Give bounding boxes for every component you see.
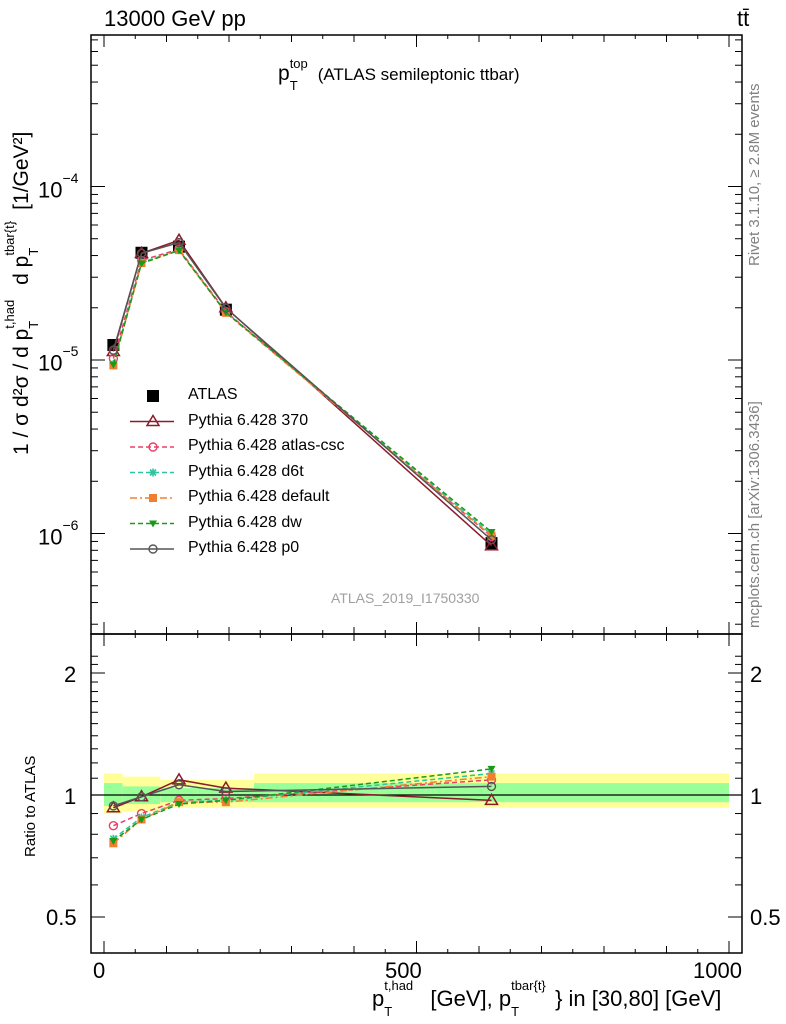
legend-marker <box>147 390 159 402</box>
data-point-5 <box>487 529 496 537</box>
x-axis-label-main: p <box>372 986 385 1011</box>
ratio-point-0 <box>484 792 499 806</box>
ratio-point-0 <box>106 800 121 813</box>
plot-title: p top T (ATLAS semileptonic ttbar) <box>278 56 520 93</box>
ratio-tick-label: 0.5 <box>46 905 77 930</box>
legend-entry-label: Pythia 6.428 dw <box>188 513 302 531</box>
data-point-1 <box>484 538 499 551</box>
ratio-tick-label: 1 <box>64 784 77 809</box>
legend-entry-label: Pythia 6.428 370 <box>188 411 309 429</box>
legend-marker <box>149 468 157 477</box>
data-point-5 <box>109 361 118 369</box>
plot-title-paren: (ATLAS semileptonic ttbar) <box>317 65 520 84</box>
analysis-watermark: ATLAS_2019_I1750330 <box>331 590 480 606</box>
series-line-6 <box>112 241 492 541</box>
ratio-point-5 <box>486 781 497 792</box>
data-point-6 <box>221 303 231 313</box>
x-axis-label-sup2: tbar{t} <box>511 978 546 993</box>
y-tick-base: 10 <box>38 177 63 203</box>
star-stroke <box>149 468 157 477</box>
mcplots-label: mcplots.cern.ch [arXiv:1306.3436] <box>746 401 763 628</box>
legend-entry-label: Pythia 6.428 atlas-csc <box>188 437 345 454</box>
header-final-state: tt̄ <box>737 6 750 31</box>
ratio-point-3 <box>487 772 496 781</box>
ratio-point-4 <box>487 765 496 773</box>
y-axis-label-main: 1 / σ d²σ / d p <box>10 328 33 455</box>
legend-marker <box>148 544 158 554</box>
y-axis-label-unit: [1/GeV²] <box>10 131 33 216</box>
ratio-tick-label-right: 2 <box>750 662 763 687</box>
ratio-tick-label-right: 0.5 <box>750 905 781 930</box>
y-axis-label-sub1: T <box>26 320 41 329</box>
y-axis-label-sub2: T <box>26 247 41 256</box>
legend-entry-label: Pythia 6.428 default <box>188 488 330 505</box>
ratio-point-4 <box>221 797 230 805</box>
y-tick-label: 10−4 <box>38 170 78 203</box>
rivet-version-label: Rivet 3.1.10, ≥ 2.8M events <box>746 83 763 267</box>
x-axis-label-sup1: t,had <box>384 978 414 993</box>
ratio-point-5 <box>221 786 231 797</box>
legend-entry-label: Pythia 6.428 d6t <box>188 462 304 480</box>
ratio-point-5 <box>108 801 119 811</box>
y-tick-label: 10−5 <box>38 343 78 376</box>
ratio-point-4 <box>109 838 118 846</box>
legend-marker <box>145 414 161 427</box>
y-tick-exponent: −5 <box>62 343 79 359</box>
y-axis-label-sup2: tbar{t} <box>2 220 17 256</box>
ratio-point-4 <box>137 816 146 824</box>
x-axis-label-sub2: T <box>511 1004 520 1019</box>
data-point-6 <box>486 535 497 545</box>
ratio-line-5 <box>113 783 492 807</box>
ratio-tick-label: 2 <box>64 662 77 687</box>
x-tick-label: 500 <box>385 958 422 983</box>
x-axis-label-sub1: T <box>384 1004 393 1019</box>
y-tick-base: 10 <box>38 524 63 550</box>
plot-title-main: p <box>278 62 290 85</box>
ratio-point-4 <box>175 801 183 809</box>
legend-marker <box>148 442 158 452</box>
y-axis-label: 1 / σ d²σ / d p t,had T d p tbar{t} T [1/GeV… <box>2 131 41 455</box>
legend-marker <box>149 520 157 528</box>
ratio-point-1 <box>108 820 119 831</box>
ratio-point-0 <box>171 772 187 785</box>
data-point-6 <box>108 345 119 355</box>
data-point-6 <box>136 248 147 259</box>
y-tick-exponent: −6 <box>62 517 79 533</box>
ratio-tick-label-right: 1 <box>750 784 763 809</box>
header-process: 13000 GeV pp <box>104 6 246 31</box>
y-tick-exponent: −4 <box>62 170 79 186</box>
legend-entry-label: ATLAS <box>188 386 238 403</box>
y-axis-label-sup1: t,had <box>2 299 17 329</box>
x-axis-label-mid: [GeV], p <box>424 986 512 1011</box>
legend-marker <box>149 494 157 502</box>
data-point-5 <box>175 247 183 255</box>
data-point-6 <box>174 237 184 248</box>
x-tick-label: 0 <box>93 958 106 983</box>
plot-title-sup: top <box>289 56 308 71</box>
y-axis-label-mid: d p <box>10 255 33 291</box>
x-axis-label: p t,had T [GeV], p tbar{t} T } in [30,80] [Ge… <box>372 978 722 1019</box>
ratio-point-5 <box>136 792 147 802</box>
legend-entry-label: Pythia 6.428 p0 <box>188 539 300 556</box>
y-tick-base: 10 <box>38 350 63 376</box>
x-tick-label: 1000 <box>693 958 742 983</box>
ratio-y-axis-label: Ratio to ATLAS <box>22 755 39 857</box>
ratio-point-5 <box>174 780 184 790</box>
y-tick-label: 10−6 <box>38 517 78 550</box>
plot-title-sub: T <box>289 78 298 93</box>
ratio-line-1 <box>113 779 492 827</box>
x-axis-label-tail: } in [30,80] [GeV] <box>555 986 722 1011</box>
series-line-2 <box>112 248 492 538</box>
